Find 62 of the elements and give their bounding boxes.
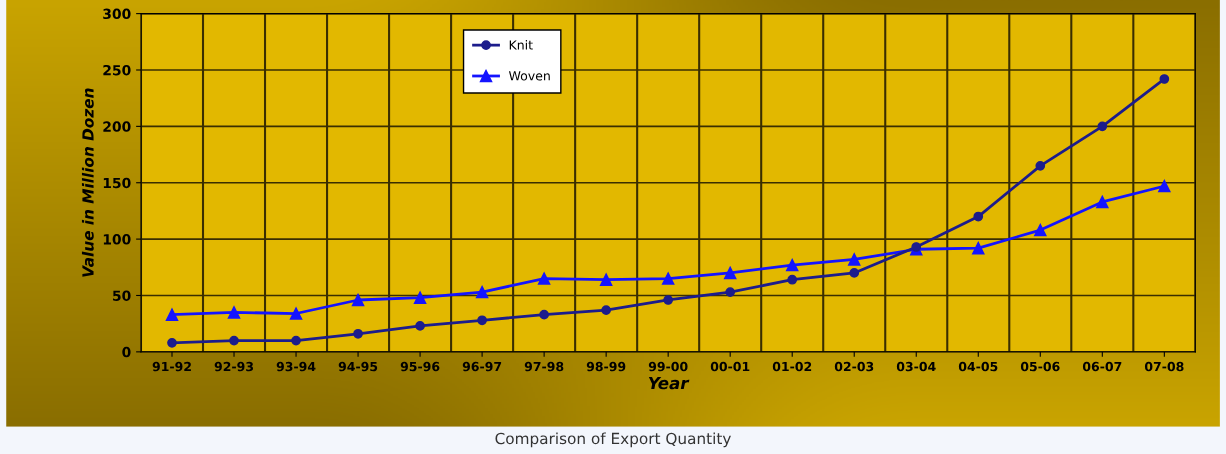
point <box>477 315 487 326</box>
point <box>847 253 861 266</box>
point <box>973 211 984 222</box>
point <box>291 335 301 346</box>
x-tick-label: 03-04 <box>896 361 936 372</box>
y-tick-label: 150 <box>103 177 131 189</box>
point <box>167 337 177 348</box>
y-tick-label: 0 <box>122 346 131 358</box>
point <box>787 274 798 285</box>
y-tick-label: 300 <box>103 8 131 20</box>
legend-label: Knit <box>509 40 533 50</box>
point <box>539 309 549 320</box>
point <box>227 306 241 319</box>
point <box>1159 74 1170 84</box>
point <box>661 272 675 285</box>
point <box>1035 160 1046 171</box>
x-tick-label: 07-08 <box>1144 361 1184 372</box>
point <box>413 291 427 304</box>
x-tick-label: 04-05 <box>958 361 998 372</box>
x-tick-label: 94-95 <box>338 361 378 372</box>
point <box>911 242 922 252</box>
x-tick-label: 93-94 <box>276 361 316 372</box>
x-axis-title: Year <box>648 376 690 390</box>
x-tick-label: 02-03 <box>834 361 874 372</box>
y-tick-label: 200 <box>103 121 131 132</box>
text: Comparison of Export Quantity <box>495 432 731 448</box>
y-tick-label: 100 <box>103 234 131 245</box>
x-tick-label: 91-92 <box>152 361 191 372</box>
legend-label: Woven <box>508 71 550 81</box>
point <box>723 266 737 280</box>
x-tick-label: 92-93 <box>214 361 254 372</box>
point <box>415 321 425 331</box>
x-tick-label: 01-02 <box>772 361 812 372</box>
x-tick-label: 00-01 <box>710 361 750 372</box>
point <box>351 293 365 307</box>
x-tick-label: 97-98 <box>524 361 564 372</box>
x-tick-label: 05-06 <box>1020 361 1060 372</box>
x-tick-label: 96-97 <box>462 361 502 372</box>
point <box>1158 179 1171 193</box>
point <box>663 295 674 305</box>
y-tick-label: 50 <box>113 290 131 301</box>
point <box>849 268 860 278</box>
point <box>537 272 551 285</box>
point <box>229 335 239 346</box>
y-tick-label: 250 <box>103 64 131 76</box>
point <box>289 307 303 320</box>
y-axis-title: Value in Million Dozen <box>81 88 94 277</box>
point <box>725 287 736 297</box>
point <box>601 305 612 315</box>
point <box>785 258 799 272</box>
x-tick-label: 98-99 <box>586 361 626 372</box>
x-tick-label: 06-07 <box>1082 361 1122 372</box>
point <box>1034 223 1047 237</box>
x-tick-label: 99-00 <box>648 361 688 372</box>
point <box>1096 195 1109 209</box>
x-tick-label: 95-96 <box>400 361 440 372</box>
point <box>599 273 613 286</box>
point <box>972 241 985 255</box>
point <box>353 328 363 339</box>
point <box>165 308 179 321</box>
point <box>1097 121 1108 132</box>
point <box>475 285 489 299</box>
